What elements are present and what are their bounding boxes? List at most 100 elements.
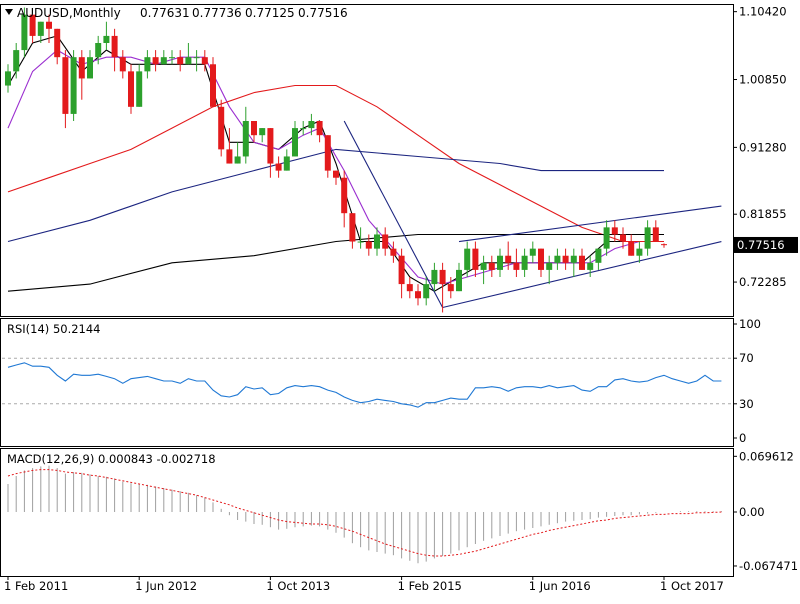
candle[interactable]	[87, 50, 93, 79]
candle[interactable]	[595, 248, 602, 270]
candle-body	[497, 255, 503, 270]
candle[interactable]	[70, 50, 77, 121]
candle[interactable]	[136, 64, 143, 107]
candle[interactable]	[226, 128, 233, 164]
candle[interactable]	[218, 99, 225, 157]
moving-average-line	[7, 148, 664, 243]
candle[interactable]	[357, 227, 364, 249]
candle[interactable]	[382, 227, 389, 256]
candle[interactable]	[505, 241, 512, 270]
candle[interactable]	[160, 50, 167, 65]
candle[interactable]	[562, 248, 569, 270]
candle[interactable]	[103, 21, 110, 51]
candle[interactable]	[456, 262, 462, 292]
candle[interactable]	[78, 50, 85, 100]
macd-tick-label: 0.00	[739, 505, 765, 519]
candle[interactable]	[177, 50, 184, 72]
candle[interactable]	[267, 128, 274, 178]
candle[interactable]	[275, 156, 282, 178]
candle[interactable]	[579, 248, 585, 270]
candle[interactable]	[464, 241, 471, 277]
candle[interactable]	[242, 106, 249, 164]
candle[interactable]	[611, 220, 618, 242]
trendline[interactable]	[458, 205, 722, 243]
candle[interactable]	[546, 255, 553, 285]
candle[interactable]	[201, 50, 208, 72]
candle[interactable]	[488, 255, 495, 277]
candle[interactable]	[119, 50, 126, 79]
symbol-dropdown-icon[interactable]	[5, 9, 13, 15]
candle[interactable]	[333, 170, 339, 185]
candle[interactable]	[620, 227, 626, 249]
macd-signal-line[interactable]	[7, 469, 722, 557]
candle[interactable]	[406, 277, 413, 299]
candle[interactable]	[111, 28, 118, 72]
candle[interactable]	[472, 241, 479, 277]
candle[interactable]	[661, 243, 667, 248]
rsi-panel[interactable]	[2, 357, 733, 408]
candle[interactable]	[570, 248, 577, 277]
candle[interactable]	[144, 50, 151, 79]
candle[interactable]	[29, 14, 36, 43]
candle[interactable]	[316, 121, 323, 143]
candle[interactable]	[398, 248, 405, 299]
candle[interactable]	[54, 28, 61, 65]
candle[interactable]	[251, 121, 257, 143]
candle[interactable]	[480, 255, 487, 285]
candle[interactable]	[234, 142, 241, 164]
candle[interactable]	[652, 220, 659, 242]
candle[interactable]	[324, 135, 331, 178]
candle[interactable]	[210, 57, 216, 107]
trendline[interactable]	[442, 241, 722, 309]
candle[interactable]	[447, 277, 454, 299]
candle[interactable]	[152, 50, 159, 72]
candle[interactable]	[13, 43, 20, 79]
candle-body	[595, 248, 602, 263]
candle[interactable]	[5, 64, 11, 93]
candle-body	[128, 71, 134, 107]
candle[interactable]	[308, 113, 315, 136]
candle[interactable]	[439, 262, 446, 313]
candle[interactable]	[554, 248, 561, 270]
candle[interactable]	[300, 121, 307, 136]
candle-body	[169, 57, 175, 59]
candle[interactable]	[374, 227, 380, 256]
candle[interactable]	[21, 7, 28, 58]
candle[interactable]	[341, 170, 348, 228]
candle-body	[275, 163, 282, 171]
candle[interactable]	[349, 213, 356, 249]
candle[interactable]	[628, 234, 635, 256]
candle[interactable]	[283, 149, 290, 171]
rsi-line[interactable]	[7, 362, 722, 408]
candle[interactable]	[603, 220, 610, 256]
candle[interactable]	[529, 241, 536, 263]
candle[interactable]	[636, 241, 643, 263]
candle[interactable]	[185, 43, 192, 65]
candle[interactable]	[95, 35, 102, 65]
candle[interactable]	[587, 255, 594, 277]
candle[interactable]	[46, 14, 52, 43]
candle[interactable]	[62, 50, 69, 129]
trendline[interactable]	[343, 120, 444, 308]
candle[interactable]	[513, 248, 520, 277]
candle[interactable]	[292, 121, 298, 157]
price-panel[interactable]	[5, 7, 722, 313]
candle[interactable]	[365, 234, 372, 256]
candle[interactable]	[259, 128, 266, 143]
candle[interactable]	[169, 50, 175, 65]
candle[interactable]	[521, 248, 528, 277]
candle[interactable]	[415, 284, 421, 306]
candle[interactable]	[37, 21, 44, 43]
candle[interactable]	[128, 64, 134, 114]
candle[interactable]	[193, 50, 200, 72]
candle[interactable]	[497, 248, 503, 277]
candle[interactable]	[644, 220, 651, 256]
candle[interactable]	[538, 248, 544, 277]
moving-average-line	[7, 49, 664, 285]
ohlc-open: 0.77631	[140, 6, 190, 20]
macd-panel[interactable]	[7, 465, 722, 564]
candle[interactable]	[423, 277, 430, 306]
candle[interactable]	[390, 241, 397, 263]
candle[interactable]	[431, 262, 438, 292]
